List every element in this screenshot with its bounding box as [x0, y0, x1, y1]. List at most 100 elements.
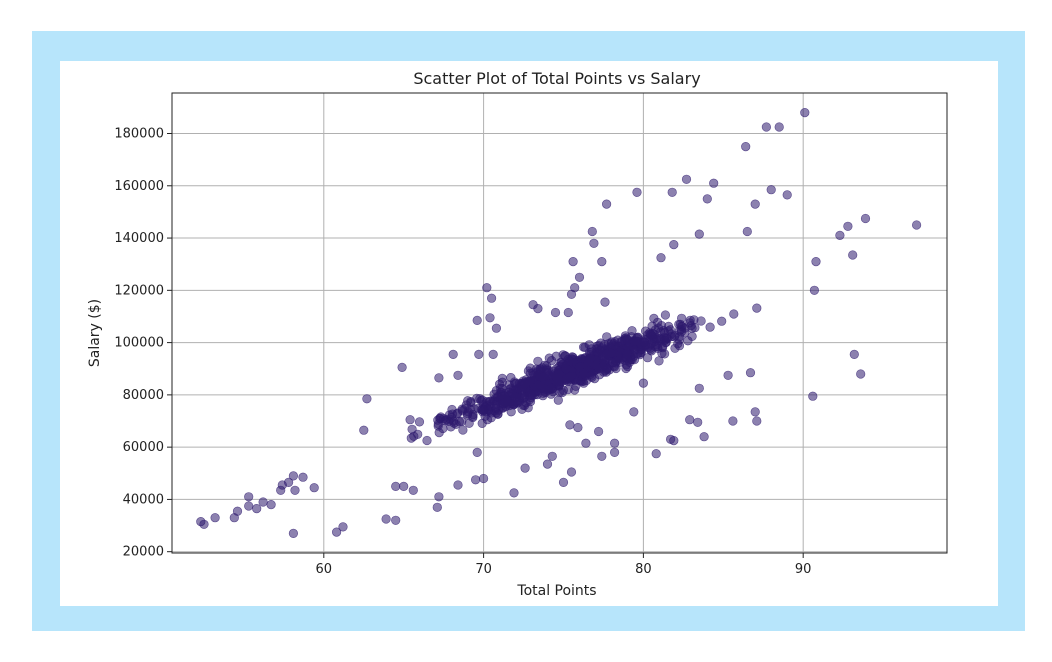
- data-point: [694, 229, 704, 239]
- data-point: [493, 409, 503, 419]
- y-tick-label: 100000: [114, 336, 164, 351]
- data-point: [210, 513, 220, 523]
- data-point: [745, 368, 756, 378]
- data-point: [266, 500, 276, 510]
- data-point: [563, 307, 573, 318]
- data-point: [488, 349, 498, 360]
- data-point: [520, 379, 530, 389]
- data-point: [808, 391, 818, 401]
- data-point: [558, 385, 569, 395]
- data-point: [561, 363, 571, 374]
- data-point: [574, 362, 585, 372]
- data-point: [552, 373, 563, 383]
- data-point: [705, 322, 715, 332]
- data-point: [381, 514, 391, 524]
- data-point: [638, 378, 649, 388]
- data-point: [553, 395, 563, 405]
- data-point: [728, 416, 738, 426]
- data-point: [533, 356, 543, 366]
- data-point: [709, 178, 719, 188]
- data-point: [434, 373, 444, 383]
- data-point: [284, 477, 294, 488]
- data-point: [258, 497, 268, 507]
- data-point: [811, 257, 821, 267]
- data-point: [782, 190, 792, 200]
- data-point: [599, 340, 610, 350]
- data-point: [766, 185, 776, 195]
- data-point: [669, 240, 679, 250]
- data-point: [593, 426, 604, 437]
- data-point: [422, 435, 432, 446]
- chart-card: 60 70 80 90 20000 40000 60000 80000 100000 12000…: [60, 61, 998, 606]
- data-point: [497, 373, 507, 384]
- data-point: [761, 122, 772, 132]
- data-point: [774, 122, 784, 132]
- data-point: [391, 481, 401, 492]
- scatter-points: [196, 107, 922, 539]
- data-point: [453, 480, 463, 490]
- data-point: [621, 353, 632, 363]
- data-point: [655, 335, 665, 345]
- data-point: [639, 337, 649, 347]
- data-point: [741, 141, 751, 152]
- data-point: [476, 396, 486, 406]
- data-point: [489, 389, 499, 399]
- data-point: [472, 315, 482, 325]
- data-point: [199, 519, 209, 529]
- data-point: [600, 297, 610, 307]
- data-point: [632, 187, 642, 197]
- data-point: [487, 293, 497, 303]
- x-tick-label: 90: [795, 562, 812, 577]
- data-point: [685, 415, 695, 425]
- data-point: [252, 504, 262, 514]
- data-point: [856, 369, 866, 379]
- y-tick-label: 120000: [114, 283, 164, 298]
- data-point: [538, 372, 548, 383]
- data-point: [660, 310, 671, 320]
- chart-title: Scatter Plot of Total Points vs Salary: [413, 69, 700, 88]
- data-point: [232, 506, 243, 516]
- data-point: [583, 357, 594, 367]
- y-tick-label: 40000: [123, 492, 164, 507]
- data-point: [290, 485, 300, 495]
- data-point: [860, 213, 871, 224]
- data-point: [448, 349, 458, 360]
- data-point: [681, 174, 692, 184]
- data-point: [544, 353, 554, 363]
- data-point: [525, 363, 535, 373]
- data-point: [288, 471, 298, 481]
- data-point: [518, 400, 529, 411]
- data-point: [542, 459, 553, 469]
- data-point: [434, 428, 444, 438]
- data-point: [491, 323, 502, 333]
- data-point: [478, 405, 488, 416]
- data-point: [474, 349, 484, 360]
- data-point: [432, 502, 442, 512]
- data-point: [471, 475, 481, 485]
- data-point: [338, 522, 348, 532]
- data-point: [911, 220, 922, 230]
- data-point: [446, 422, 456, 432]
- data-point: [399, 481, 409, 492]
- data-point: [288, 528, 298, 539]
- data-point: [602, 349, 612, 359]
- data-point: [414, 417, 425, 427]
- data-point: [504, 387, 514, 397]
- data-point: [359, 425, 369, 435]
- data-point: [601, 199, 612, 209]
- data-point: [547, 451, 557, 461]
- data-point: [444, 410, 455, 420]
- data-point: [849, 349, 859, 360]
- data-point: [391, 515, 401, 525]
- data-point: [597, 257, 607, 267]
- data-point: [609, 438, 620, 448]
- data-point: [565, 420, 575, 430]
- data-point: [800, 107, 810, 118]
- data-point: [550, 307, 561, 318]
- data-point: [674, 335, 684, 345]
- data-point: [573, 422, 583, 433]
- data-point: [568, 354, 578, 364]
- data-point: [696, 316, 706, 326]
- data-point: [656, 253, 666, 263]
- y-tick-label: 160000: [114, 179, 164, 194]
